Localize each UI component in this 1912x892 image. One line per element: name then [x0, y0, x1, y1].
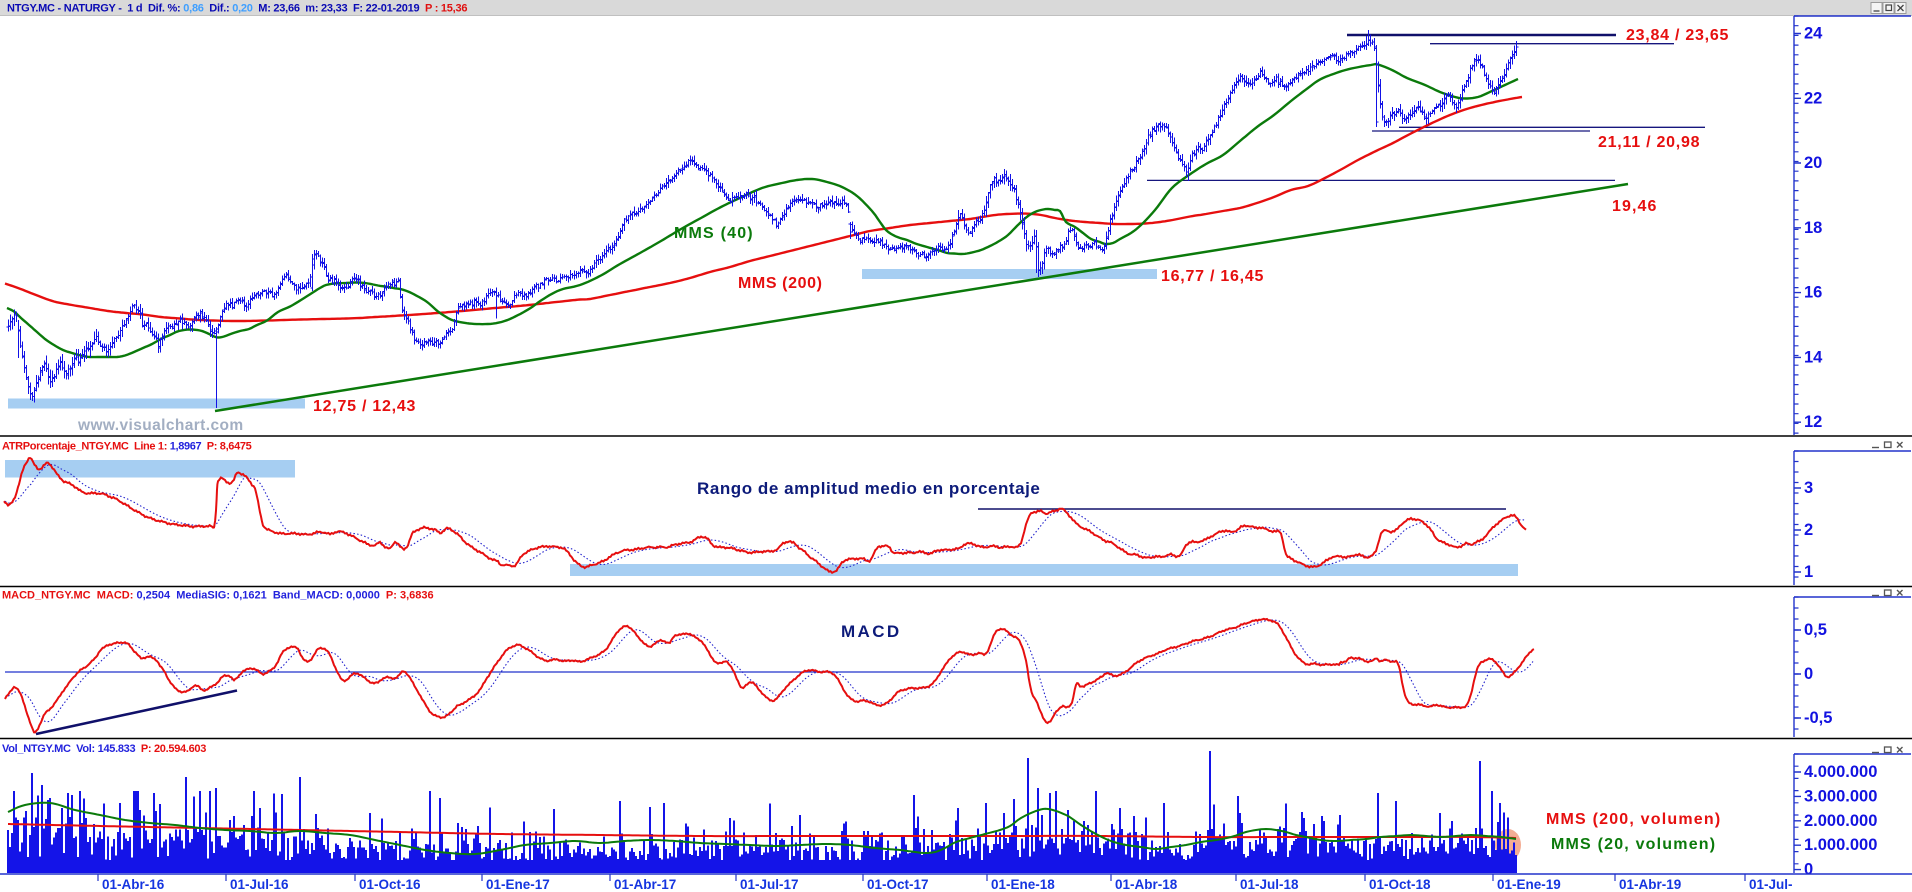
- svg-text:18: 18: [1804, 219, 1822, 237]
- svg-text:ATRPorcentaje_NTGY.MC Line 1:: ATRPorcentaje_NTGY.MC Line 1: 1,8967 P: …: [2, 441, 252, 453]
- svg-text:MACD: MACD: [841, 622, 902, 641]
- svg-text:0,5: 0,5: [1804, 621, 1827, 639]
- svg-text:01-Ene-17: 01-Ene-17: [486, 877, 550, 892]
- svg-text:01-Jul-19: 01-Jul-19: [1749, 877, 1808, 892]
- svg-text:01-Abr-19: 01-Abr-19: [1619, 877, 1681, 892]
- svg-text:MMS (200, volumen): MMS (200, volumen): [1546, 811, 1721, 828]
- svg-text:1: 1: [1804, 563, 1813, 581]
- svg-text:3: 3: [1804, 479, 1813, 497]
- svg-text:14: 14: [1804, 348, 1823, 366]
- svg-text:2: 2: [1804, 521, 1813, 539]
- svg-text:www.visualchart.com: www.visualchart.com: [77, 417, 244, 434]
- svg-text:Rango de amplitud medio en por: Rango de amplitud medio en porcentaje: [697, 479, 1040, 498]
- svg-text:01-Jul-18: 01-Jul-18: [1240, 877, 1299, 892]
- svg-text:01-Ene-19: 01-Ene-19: [1497, 877, 1561, 892]
- svg-text:12,75 / 12,43: 12,75 / 12,43: [313, 398, 416, 415]
- svg-text:-0,5: -0,5: [1804, 709, 1832, 727]
- svg-text:MMS (20, volumen): MMS (20, volumen): [1551, 836, 1716, 853]
- svg-text:01-Abr-18: 01-Abr-18: [1115, 877, 1178, 892]
- svg-text:MMS (40): MMS (40): [674, 225, 754, 242]
- svg-text:01-Oct-18: 01-Oct-18: [1369, 877, 1431, 892]
- svg-text:NTGY.MC - NATURGY - 1 d Dif.: NTGY.MC - NATURGY - 1 d Dif. %: 0,86 Dif…: [7, 3, 467, 15]
- svg-text:01-Jul-17: 01-Jul-17: [740, 877, 799, 892]
- svg-text:MACD_NTGY.MC MACD: 0,2504 Me: MACD_NTGY.MC MACD: 0,2504 MediaSIG: 0,16…: [2, 590, 434, 602]
- svg-text:3.000.000: 3.000.000: [1804, 787, 1877, 805]
- svg-text:MMS (200): MMS (200): [738, 275, 823, 292]
- svg-text:01-Oct-16: 01-Oct-16: [359, 877, 421, 892]
- svg-text:01-Jul-16: 01-Jul-16: [230, 877, 289, 892]
- svg-text:01-Abr-17: 01-Abr-17: [614, 877, 676, 892]
- svg-text:2.000.000: 2.000.000: [1804, 812, 1877, 830]
- svg-text:21,11 / 20,98: 21,11 / 20,98: [1598, 134, 1700, 151]
- svg-text:16,77 / 16,45: 16,77 / 16,45: [1161, 268, 1264, 285]
- svg-text:23,84 / 23,65: 23,84 / 23,65: [1626, 27, 1729, 44]
- svg-text:24: 24: [1804, 25, 1823, 43]
- svg-text:01-Ene-18: 01-Ene-18: [991, 877, 1055, 892]
- svg-text:01-Oct-17: 01-Oct-17: [867, 877, 929, 892]
- svg-text:Vol_NTGY.MC Vol: 145.833 P:: Vol_NTGY.MC Vol: 145.833 P: 20.594.603: [2, 743, 206, 755]
- svg-text:22: 22: [1804, 89, 1822, 107]
- svg-text:4.000.000: 4.000.000: [1804, 763, 1877, 781]
- svg-text:01-Abr-16: 01-Abr-16: [102, 877, 165, 892]
- svg-text:20: 20: [1804, 154, 1822, 172]
- svg-text:0: 0: [1804, 665, 1813, 683]
- svg-text:1.000.000: 1.000.000: [1804, 836, 1877, 854]
- svg-text:19,46: 19,46: [1612, 198, 1658, 215]
- svg-text:16: 16: [1804, 284, 1822, 302]
- svg-text:0: 0: [1804, 861, 1813, 879]
- svg-text:12: 12: [1804, 413, 1822, 431]
